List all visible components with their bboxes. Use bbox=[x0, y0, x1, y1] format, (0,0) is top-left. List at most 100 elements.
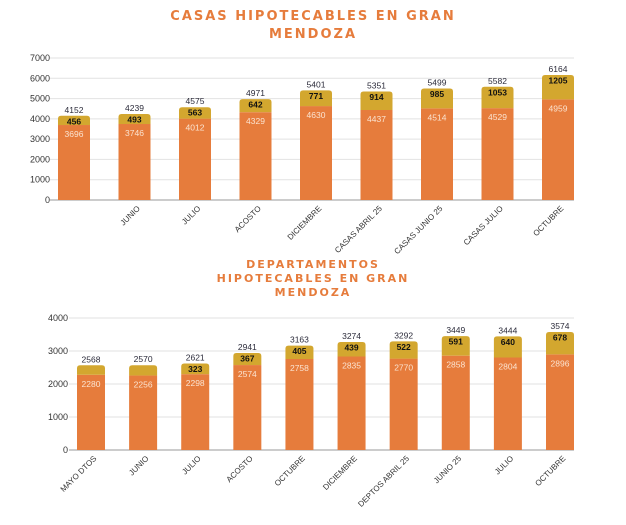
y-tick-label: 2000 bbox=[48, 379, 68, 389]
data-label-top: 323 bbox=[188, 364, 202, 374]
x-tick-label: DICIEMBRE bbox=[321, 454, 359, 492]
bar-top bbox=[493, 336, 522, 358]
bar-base bbox=[129, 375, 158, 450]
x-tick-label: DEPTOS ABRIL 25 bbox=[356, 454, 411, 509]
x-tick-label: DICIEMBRE bbox=[286, 204, 324, 242]
data-label-total: 3292 bbox=[394, 330, 413, 340]
chart-title: HIPOTECABLES EN GRAN bbox=[217, 272, 410, 285]
data-label-base: 2574 bbox=[238, 369, 257, 379]
data-label-base: 2298 bbox=[186, 378, 205, 388]
x-tick-label: CASAS JUNIO 25 bbox=[392, 204, 444, 256]
bar-top bbox=[481, 86, 514, 109]
chart-title: MENDOZA bbox=[269, 27, 357, 42]
x-tick-label: OCTUBRE bbox=[273, 454, 307, 488]
x-tick-label: CASAS JULIO bbox=[462, 204, 505, 247]
data-label-total: 3449 bbox=[446, 325, 465, 335]
data-label-total: 4152 bbox=[65, 105, 84, 115]
bar-top bbox=[77, 365, 105, 375]
data-label-base: 4012 bbox=[186, 123, 205, 133]
data-label-top: 367 bbox=[240, 353, 254, 363]
data-label-base: 2256 bbox=[134, 380, 153, 390]
x-tick-label: MAYO DTOS bbox=[59, 454, 99, 494]
bar-base bbox=[546, 354, 574, 450]
bar-top bbox=[546, 332, 574, 355]
data-label-base: 3746 bbox=[125, 128, 144, 138]
bar-top bbox=[337, 341, 366, 357]
y-tick-label: 1000 bbox=[30, 175, 50, 185]
y-tick-label: 4000 bbox=[30, 114, 50, 124]
data-label-top: 522 bbox=[397, 342, 411, 352]
data-label-base: 4329 bbox=[246, 116, 265, 126]
data-label-base: 4529 bbox=[488, 112, 507, 122]
data-label-total: 3274 bbox=[342, 331, 361, 341]
data-label-total: 3163 bbox=[290, 335, 309, 345]
bar-base bbox=[58, 125, 90, 200]
bar-base bbox=[421, 108, 453, 200]
x-tick-label: JULIO bbox=[180, 204, 202, 226]
bar-base bbox=[239, 112, 272, 200]
x-tick-label: JULIO bbox=[493, 454, 515, 476]
x-tick-label: JUNIO 25 bbox=[432, 454, 464, 486]
bar-top bbox=[179, 107, 211, 119]
data-label-total: 2568 bbox=[82, 354, 101, 364]
x-tick-label: CASAS ABRIL 25 bbox=[333, 204, 384, 255]
chart-title: DEPARTAMENTOS bbox=[246, 258, 380, 271]
data-label-total: 5351 bbox=[367, 80, 386, 90]
x-tick-label: OCTUBRE bbox=[533, 454, 567, 488]
bar-top bbox=[118, 114, 151, 125]
x-tick-label: ACOSTO bbox=[233, 204, 263, 234]
data-label-base: 2835 bbox=[342, 360, 361, 370]
bar-top bbox=[389, 341, 418, 359]
x-tick-label: ACOSTO bbox=[225, 454, 255, 484]
data-label-base: 4630 bbox=[307, 110, 326, 120]
y-tick-label: 1000 bbox=[48, 412, 68, 422]
data-label-top: 456 bbox=[67, 116, 81, 126]
bar-top bbox=[129, 365, 158, 376]
y-tick-label: 2000 bbox=[30, 154, 50, 164]
y-tick-label: 7000 bbox=[30, 53, 50, 63]
bar-top bbox=[542, 74, 574, 100]
data-label-top: 985 bbox=[430, 89, 444, 99]
chart-title: CASAS HIPOTECABLES EN GRAN bbox=[170, 9, 455, 24]
data-label-base: 4959 bbox=[549, 103, 568, 113]
bar-base bbox=[179, 118, 211, 200]
data-label-top: 642 bbox=[248, 100, 262, 110]
data-label-base: 2896 bbox=[551, 358, 570, 368]
data-label-top: 771 bbox=[309, 91, 323, 101]
y-tick-label: 6000 bbox=[30, 73, 50, 83]
data-label-total: 3574 bbox=[551, 321, 570, 331]
y-tick-label: 0 bbox=[45, 195, 50, 205]
x-tick-label: OCTUBRE bbox=[531, 204, 565, 238]
bar-top bbox=[421, 88, 453, 109]
bar-base bbox=[360, 109, 393, 200]
y-tick-label: 3000 bbox=[48, 346, 68, 356]
data-label-top: 678 bbox=[553, 333, 567, 343]
bar-base bbox=[300, 106, 332, 200]
chart-title: MENDOZA bbox=[275, 286, 352, 299]
data-label-top: 591 bbox=[449, 337, 463, 347]
bar-top bbox=[181, 363, 210, 375]
data-label-base: 2804 bbox=[498, 361, 517, 371]
data-label-total: 4575 bbox=[186, 96, 205, 106]
bar-base bbox=[493, 357, 522, 450]
data-label-base: 2280 bbox=[82, 379, 101, 389]
data-label-top: 914 bbox=[369, 92, 383, 102]
bar-base bbox=[481, 108, 514, 200]
data-label-total: 4239 bbox=[125, 103, 144, 113]
bar-top bbox=[239, 99, 272, 113]
data-label-top: 439 bbox=[344, 342, 358, 352]
data-label-base: 4514 bbox=[428, 112, 447, 122]
data-label-total: 2941 bbox=[238, 342, 257, 352]
bar-top bbox=[441, 336, 470, 356]
y-tick-label: 5000 bbox=[30, 94, 50, 104]
data-label-top: 640 bbox=[501, 337, 515, 347]
bar-base bbox=[118, 124, 151, 200]
data-label-base: 4437 bbox=[367, 114, 386, 124]
y-tick-label: 3000 bbox=[30, 134, 50, 144]
x-tick-label: JULIO bbox=[180, 454, 202, 476]
data-label-top: 493 bbox=[127, 115, 141, 125]
bar-top bbox=[360, 91, 393, 110]
data-label-top: 1205 bbox=[549, 75, 568, 85]
